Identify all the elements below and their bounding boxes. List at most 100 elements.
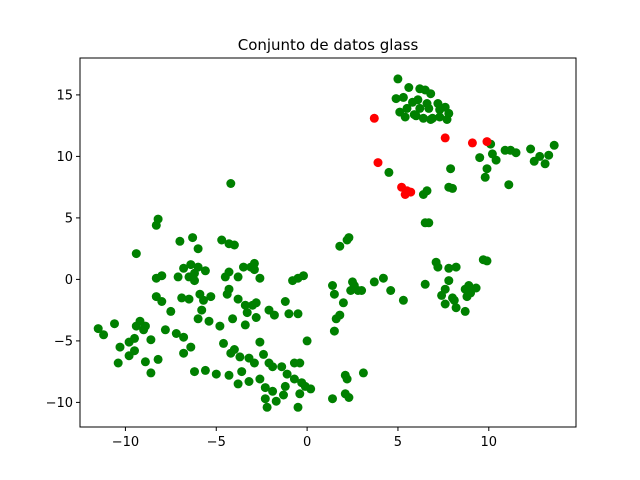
data-point xyxy=(329,326,339,336)
series-1 xyxy=(369,113,492,199)
data-point xyxy=(529,156,539,166)
data-point xyxy=(110,319,119,329)
data-point xyxy=(151,273,161,283)
data-point xyxy=(251,298,261,308)
data-point xyxy=(344,233,354,243)
data-point xyxy=(262,402,272,412)
data-point xyxy=(229,345,239,354)
data-point xyxy=(268,386,278,396)
data-point xyxy=(204,316,214,326)
data-point xyxy=(179,348,189,358)
data-point xyxy=(268,362,278,372)
data-point xyxy=(240,300,250,310)
data-point xyxy=(398,295,408,305)
data-point xyxy=(188,233,198,243)
data-point xyxy=(131,249,141,259)
y-tick-label: −10 xyxy=(46,396,73,411)
data-point xyxy=(113,358,123,368)
data-point xyxy=(228,314,238,324)
x-tick-label: 5 xyxy=(394,435,402,450)
data-point xyxy=(171,329,181,338)
x-tick-label: −10 xyxy=(112,435,139,450)
data-point xyxy=(348,277,357,287)
data-point xyxy=(260,394,270,404)
data-point xyxy=(402,103,412,113)
data-point xyxy=(277,362,287,372)
data-point xyxy=(179,263,189,273)
data-point xyxy=(335,310,345,320)
data-point xyxy=(249,258,259,268)
data-point xyxy=(411,111,421,121)
data-point xyxy=(237,367,247,377)
data-point xyxy=(220,272,230,282)
data-point xyxy=(442,115,452,124)
data-point xyxy=(293,402,303,412)
y-tick-label: 0 xyxy=(65,273,73,288)
data-point xyxy=(295,389,305,399)
data-point xyxy=(424,218,434,228)
data-point xyxy=(482,137,492,147)
data-point xyxy=(179,332,189,342)
points-layer xyxy=(93,74,559,412)
data-point xyxy=(420,279,430,289)
data-point xyxy=(544,150,554,160)
data-point xyxy=(186,342,196,352)
data-point xyxy=(437,290,447,300)
data-point xyxy=(233,272,243,282)
data-point xyxy=(157,297,167,306)
data-point xyxy=(426,89,436,99)
data-point xyxy=(511,148,521,158)
data-point xyxy=(398,92,408,102)
data-point xyxy=(482,164,492,174)
data-point xyxy=(146,335,156,345)
data-point xyxy=(418,113,428,123)
data-point xyxy=(444,263,454,273)
x-tick-label: 0 xyxy=(303,435,311,450)
data-point xyxy=(475,153,485,163)
data-point xyxy=(215,321,225,331)
y-tick-label: 15 xyxy=(56,88,73,103)
data-point xyxy=(206,292,216,302)
data-point xyxy=(260,383,270,393)
data-point xyxy=(335,241,345,251)
data-point xyxy=(328,281,337,290)
data-point xyxy=(140,357,150,367)
data-point xyxy=(302,336,312,346)
data-point xyxy=(373,158,383,168)
data-point xyxy=(482,256,492,266)
data-point xyxy=(491,155,501,165)
data-point xyxy=(251,313,261,322)
data-point xyxy=(177,293,187,303)
data-point xyxy=(131,321,141,331)
data-point xyxy=(199,295,208,305)
axes-layer: −10 −5 0 5 10 −10 −5 0 5 10 15 xyxy=(46,57,577,450)
data-point xyxy=(344,393,354,402)
data-point xyxy=(440,299,450,309)
data-point xyxy=(190,367,199,377)
data-point xyxy=(358,368,368,378)
data-point xyxy=(549,140,559,150)
data-point xyxy=(197,305,207,315)
data-point xyxy=(342,374,352,384)
data-point xyxy=(184,294,194,304)
data-point xyxy=(255,374,265,384)
data-point xyxy=(153,354,163,364)
data-point xyxy=(249,358,259,368)
data-point xyxy=(200,365,210,375)
data-point xyxy=(259,349,268,359)
data-point xyxy=(406,187,416,197)
data-point xyxy=(424,103,434,113)
data-point xyxy=(280,297,290,306)
data-point xyxy=(249,265,259,275)
data-point xyxy=(480,172,490,182)
data-point xyxy=(255,273,265,283)
data-point xyxy=(415,103,425,113)
data-point xyxy=(426,115,436,124)
data-point xyxy=(338,298,348,308)
data-point xyxy=(386,286,396,295)
data-point xyxy=(391,94,401,104)
data-point xyxy=(299,271,308,281)
data-point xyxy=(384,167,394,177)
data-point xyxy=(93,324,103,334)
